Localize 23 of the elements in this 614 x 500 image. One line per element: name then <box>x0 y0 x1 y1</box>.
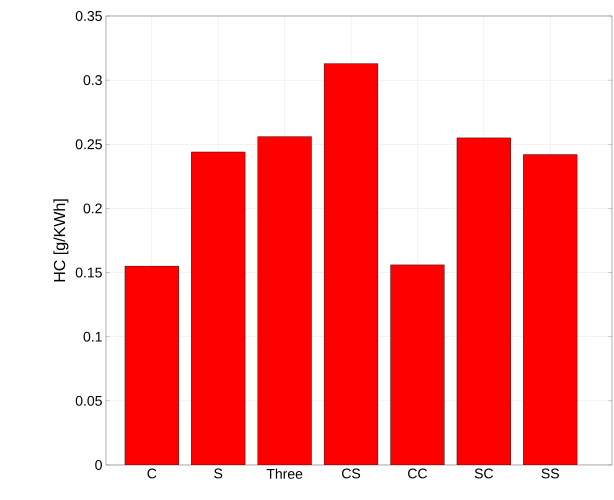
y-tick-label: 0.35 <box>76 11 102 21</box>
y-tick-label: 0.25 <box>76 139 102 150</box>
bar <box>191 152 246 465</box>
y-axis-title: HC [g/KWh] <box>53 199 68 282</box>
y-tick-label: 0.1 <box>84 332 102 342</box>
x-tick-label: CS <box>342 468 360 478</box>
x-tick-label: CC <box>408 468 428 478</box>
bar <box>523 154 578 465</box>
bar <box>324 63 378 465</box>
bar <box>390 264 444 465</box>
y-tick-label: 0.15 <box>76 268 102 278</box>
y-tick-label: 0.05 <box>76 396 102 406</box>
y-tick-label: 0 <box>95 460 102 470</box>
bar <box>124 266 179 465</box>
bar <box>258 136 312 465</box>
x-tick-label: C <box>147 468 156 478</box>
y-tick-label: 0.2 <box>84 203 102 214</box>
y-tick-label: 0.3 <box>84 75 102 86</box>
x-tick-label: SC <box>474 468 494 478</box>
x-tick-label: S <box>214 468 222 478</box>
x-tick-label: Three <box>266 468 302 479</box>
x-tick-label: SS <box>542 468 559 478</box>
bar <box>456 138 511 465</box>
